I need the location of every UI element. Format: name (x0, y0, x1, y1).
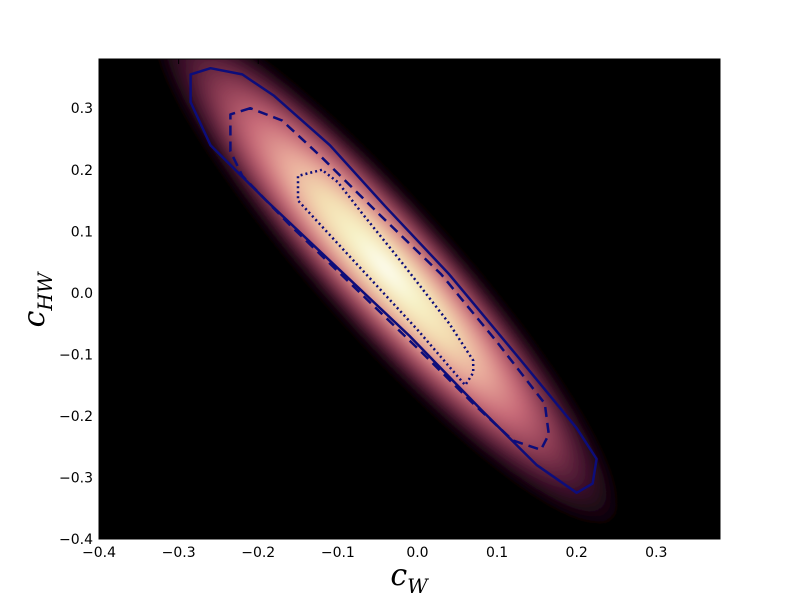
y-axis-label-base: c (17, 310, 52, 327)
y-tick-label: 0.3 (71, 101, 93, 117)
y-axis-label: cHW (17, 271, 57, 327)
x-tick-label: 0.2 (566, 545, 588, 561)
density-blob (150, 59, 621, 528)
y-tick-label: 0.1 (71, 224, 93, 240)
x-axis-label-sub: W (407, 574, 429, 598)
x-tick-label: −0.2 (241, 545, 275, 561)
y-axis-label-sub: HW (33, 271, 57, 311)
contour-dashed (229, 106, 551, 452)
x-tick-label: −0.3 (162, 545, 196, 561)
contour-solid (189, 66, 598, 495)
y-tick-label: −0.1 (59, 347, 93, 363)
x-tick-label: 0.3 (645, 545, 667, 561)
y-tick-label: −0.2 (59, 409, 93, 425)
y-tick-label: 0.2 (71, 163, 93, 179)
y-tick-label: −0.3 (59, 470, 93, 486)
x-axis-label-base: c (390, 558, 407, 593)
x-tick-label: 0.0 (406, 545, 428, 561)
plot-frame (98, 58, 721, 540)
density-heatmap (150, 59, 621, 528)
y-tick-label: 0.0 (71, 286, 93, 302)
x-tick-label: −0.4 (82, 545, 116, 561)
x-axis-label: cW (390, 558, 429, 598)
x-tick-label: −0.1 (321, 545, 355, 561)
y-tick-label: −0.4 (59, 532, 93, 548)
y-axis-ticks: −0.4 −0.3 −0.2 −0.1 0.0 0.1 0.2 0.3 (59, 101, 720, 548)
x-tick-label: 0.1 (486, 545, 508, 561)
confidence-contours (189, 66, 598, 495)
x-axis-ticks: −0.4 −0.3 −0.2 −0.1 0.0 0.1 0.2 0.3 (82, 59, 667, 561)
